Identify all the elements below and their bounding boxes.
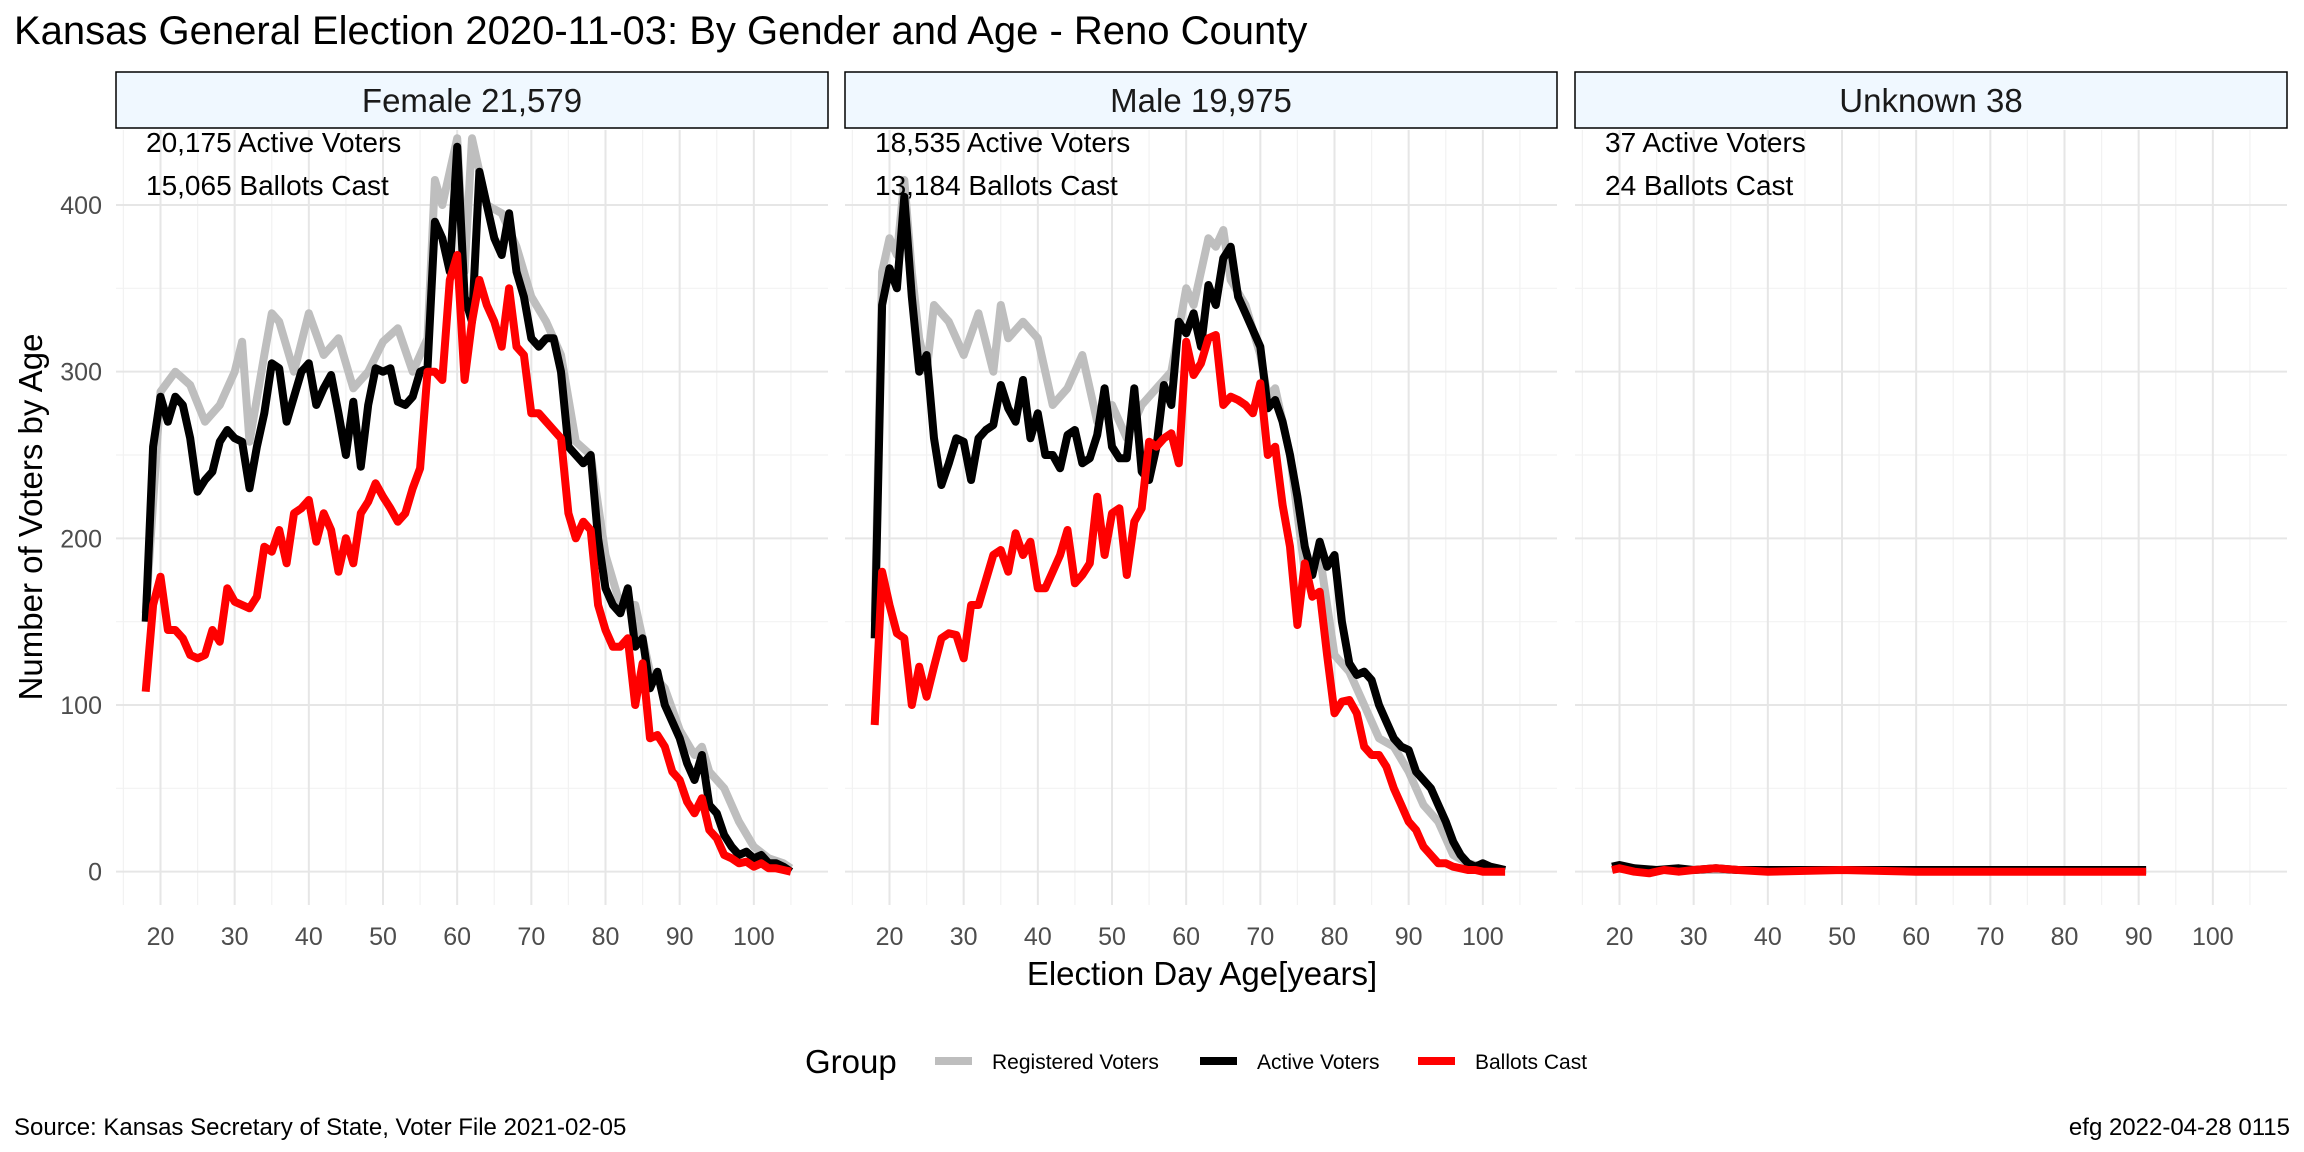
series-line-ballots-cast	[1611, 864, 2147, 878]
x-tick-label: 20	[1606, 923, 1634, 951]
facet-strip-label: Unknown 38	[1839, 82, 2022, 119]
series-line-active-voters	[141, 142, 794, 876]
panel-1: Male 19,975 18,535 Active Voters 13,184 Ba…	[844, 71, 1558, 905]
legend-label: Ballots Cast	[1475, 1051, 1587, 1074]
x-tick-label: 80	[1321, 923, 1349, 951]
series-line-registered-voters	[141, 134, 794, 872]
x-tick-label: 90	[666, 923, 694, 951]
legend-label: Active Voters	[1257, 1051, 1380, 1074]
x-tick-label: 40	[1754, 923, 1782, 951]
y-tick-label: 100	[60, 692, 102, 720]
series-line-ballots-cast	[141, 251, 792, 876]
x-tick-label: 50	[1098, 923, 1126, 951]
x-tick-label: 90	[2125, 923, 2153, 951]
panel-annotation: 15,065 Ballots Cast	[146, 170, 389, 201]
series-line-registered-voters	[870, 176, 1506, 874]
facet-strip-label: Male 19,975	[1110, 82, 1292, 119]
x-tick-label: 20	[147, 923, 175, 951]
x-tick-label: 100	[1462, 923, 1504, 951]
caption-source: Source: Kansas Secretary of State, Voter…	[14, 1114, 626, 1141]
x-tick-label: 50	[369, 923, 397, 951]
panel-0: Female 21,579 20,175 Active Voters 15,065 …	[115, 71, 829, 905]
caption-credit: efg 2022-04-28 0115	[2069, 1114, 2290, 1141]
x-tick-label: 70	[1976, 923, 2004, 951]
x-tick-label: 90	[1395, 923, 1423, 951]
series-line-active-voters	[870, 192, 1506, 874]
y-tick-label: 0	[88, 859, 102, 887]
panel-annotation: 13,184 Ballots Cast	[875, 170, 1118, 201]
x-tick-label: 40	[295, 923, 323, 951]
x-tick-label: 60	[443, 923, 471, 951]
panel-annotation: 37 Active Voters	[1605, 127, 1806, 158]
legend: Group Registered Voters Active Voters Ballo…	[805, 1043, 1587, 1080]
x-tick-label: 30	[1680, 923, 1708, 951]
panel-2: Unknown 38 37 Active Voters 24 Ballots Cas…	[1574, 71, 2288, 905]
facet-strip	[115, 71, 829, 129]
x-tick-label: 60	[1172, 923, 1200, 951]
facet-strip	[1574, 71, 2288, 129]
y-tick-label: 400	[60, 192, 102, 220]
panel-annotation: 24 Ballots Cast	[1605, 170, 1794, 201]
x-tick-label: 70	[1246, 923, 1274, 951]
panel-annotation: 18,535 Active Voters	[875, 127, 1130, 158]
x-tick-label: 40	[1024, 923, 1052, 951]
x-tick-label: 30	[221, 923, 249, 951]
facet-strip-label: Female 21,579	[362, 82, 582, 119]
y-axis-title: Number of Voters by Age	[12, 334, 49, 701]
x-tick-label: 50	[1828, 923, 1856, 951]
axes: 20 30 40 50 60 70 80 90 100 20 30 40 50 60 70 80 90 100 20…	[12, 192, 2234, 992]
x-tick-label: 20	[876, 923, 904, 951]
chart-title: Kansas General Election 2020-11-03: By G…	[14, 9, 1307, 53]
facet-panels: Female 21,579 20,175 Active Voters 15,065 …	[115, 71, 2288, 905]
facet-strip	[844, 71, 1558, 129]
y-tick-label: 200	[60, 525, 102, 553]
x-tick-label: 70	[517, 923, 545, 951]
x-tick-label: 100	[2192, 923, 2234, 951]
series-line-ballots-cast	[870, 331, 1506, 876]
x-tick-label: 30	[950, 923, 978, 951]
legend-label: Registered Voters	[992, 1051, 1159, 1074]
x-axis-title: Election Day Age[years]	[1027, 955, 1377, 992]
y-tick-label: 300	[60, 359, 102, 387]
x-tick-label: 80	[2051, 923, 2079, 951]
legend-title: Group	[805, 1043, 897, 1080]
x-tick-label: 100	[733, 923, 775, 951]
panel-annotation: 20,175 Active Voters	[146, 127, 401, 158]
x-tick-label: 60	[1902, 923, 1930, 951]
x-tick-label: 80	[592, 923, 620, 951]
